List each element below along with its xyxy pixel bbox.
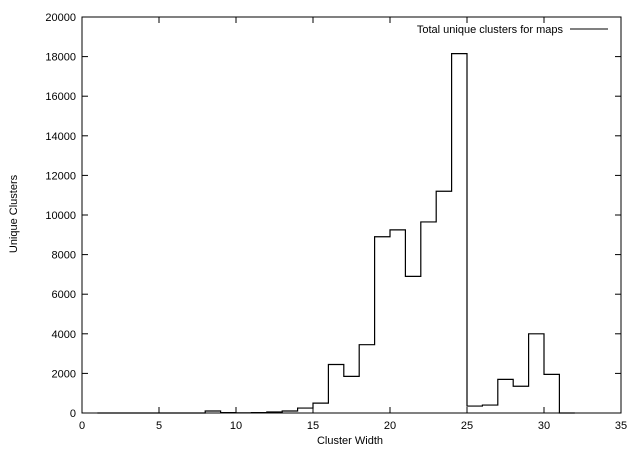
x-tick-label: 10	[230, 420, 242, 432]
histogram-bin	[298, 408, 313, 413]
y-tick-label: 0	[70, 408, 76, 420]
series-step-line	[97, 53, 575, 414]
x-axis-title: Cluster Width	[317, 435, 383, 447]
plot-frame	[81, 16, 622, 414]
histogram-bin	[328, 364, 343, 413]
histogram-bin	[313, 403, 328, 413]
histogram-bin	[513, 386, 528, 413]
y-tick-label: 14000	[45, 131, 76, 143]
y-tick-label: 18000	[45, 52, 76, 64]
y-tick-label: 10000	[45, 210, 76, 222]
histogram-bin	[529, 334, 544, 413]
histogram-bin	[375, 237, 390, 413]
legend: Total unique clusters for maps	[417, 24, 608, 36]
histogram-bin	[359, 345, 374, 413]
histogram-bin	[421, 222, 436, 413]
x-tick-label: 30	[538, 420, 550, 432]
histogram-bin	[482, 405, 497, 413]
x-tick-label: 5	[156, 420, 162, 432]
x-tick-label: 20	[384, 420, 396, 432]
histogram-bin	[544, 374, 559, 413]
x-tick-label: 0	[79, 420, 85, 432]
y-tick-label: 12000	[45, 170, 76, 182]
y-tick-label: 2000	[52, 368, 76, 380]
histogram-bin	[452, 54, 467, 413]
y-tick-label: 6000	[52, 289, 76, 301]
x-axis-ticks: 0 5 10 15 20 25 30 35	[79, 17, 627, 432]
y-tick-label: 4000	[52, 329, 76, 341]
histogram-bin	[436, 191, 451, 413]
histogram-bin	[390, 230, 405, 413]
histogram-bin	[498, 379, 513, 413]
histogram-bin	[405, 276, 420, 413]
x-tick-label: 35	[615, 420, 627, 432]
legend-entry-label: Total unique clusters for maps	[417, 24, 564, 36]
y-tick-label: 20000	[45, 12, 76, 24]
y-tick-label: 8000	[52, 250, 76, 262]
y-axis-title: Unique Clusters	[8, 174, 20, 253]
histogram-bin	[344, 376, 359, 413]
y-tick-label: 16000	[45, 91, 76, 103]
y-axis-ticks: 0 2000 4000 6000 8000 10000 12000 14000 16000 180…	[45, 12, 621, 420]
series-step-path	[97, 53, 575, 414]
histogram-bin	[467, 406, 482, 413]
x-tick-label: 25	[461, 420, 473, 432]
x-tick-label: 15	[307, 420, 319, 432]
plot-border	[81, 16, 622, 414]
